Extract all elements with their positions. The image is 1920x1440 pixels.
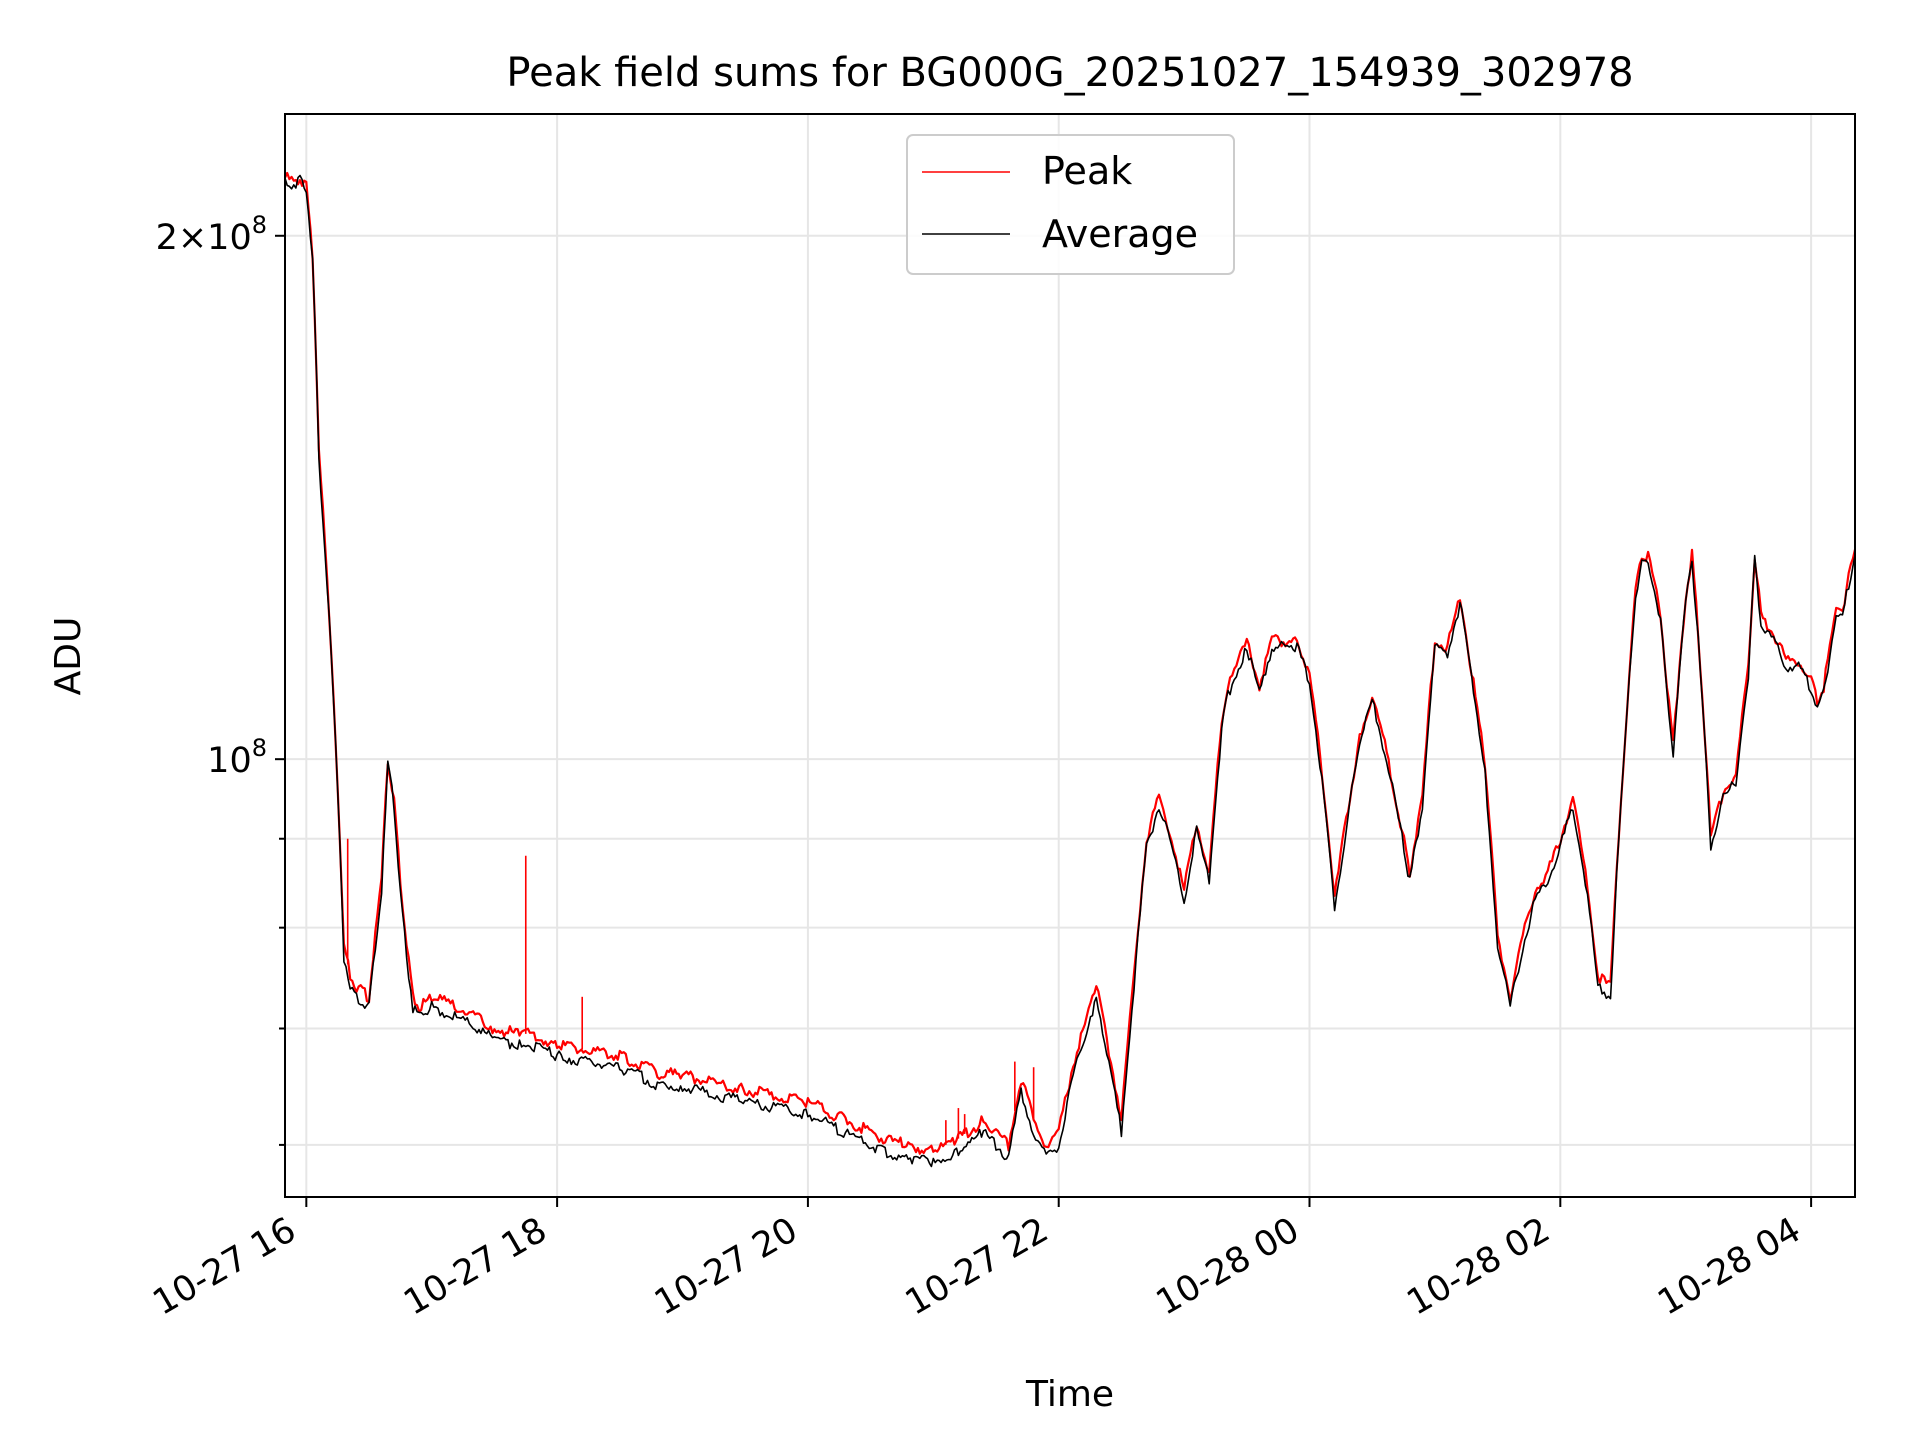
chart-title: Peak field sums for BG000G_20251027_1549… [506, 50, 1633, 96]
x-axis-label: Time [1025, 1374, 1114, 1415]
plot-area-frame [284, 113, 1856, 1198]
legend-label-average: Average [1042, 212, 1198, 256]
legend-box [906, 134, 1235, 275]
y-tick-label: 108 [207, 734, 267, 781]
series-line-peak [285, 171, 1855, 1155]
y-axis-label: ADU [48, 617, 89, 696]
series-line-average [285, 174, 1855, 1168]
series-layer [285, 171, 1855, 1168]
legend-label-peak: Peak [1042, 149, 1132, 193]
y-tick-label: 2×108 [156, 211, 267, 258]
legend: Peak Average [906, 134, 1235, 275]
grid [285, 114, 1855, 1197]
